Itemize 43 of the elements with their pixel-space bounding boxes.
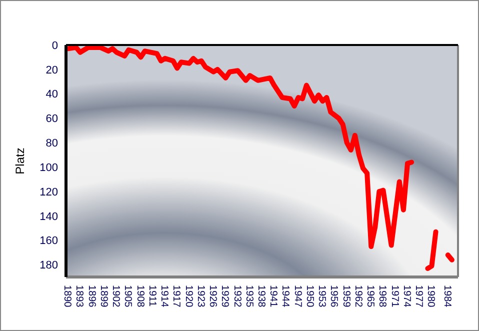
x-tick-label: 1902 xyxy=(110,285,122,308)
x-tick-label: 1920 xyxy=(182,285,194,308)
x-tick-label: 1977 xyxy=(413,285,424,308)
y-tick-label: 120 xyxy=(40,186,58,198)
y-tick-label: 160 xyxy=(40,235,58,248)
x-tick-label: 1926 xyxy=(207,285,218,308)
x-tick-label: 1950 xyxy=(304,285,315,308)
x-tick-label: 1905 xyxy=(122,285,134,308)
x-tick-label: 1923 xyxy=(194,285,206,308)
y-tick-label: 140 xyxy=(40,210,58,223)
x-tick-label: 1944 xyxy=(280,285,291,308)
x-tick-label: 1941 xyxy=(268,285,279,308)
x-tick-label: 1953 xyxy=(316,285,328,308)
y-tick-label: 60 xyxy=(46,113,58,126)
x-tick-label: 1984 xyxy=(441,285,452,308)
x-tick-label: 1968 xyxy=(376,285,388,308)
x-tick-label: 1890 xyxy=(62,285,73,308)
x-tick-label: 1914 xyxy=(158,285,170,308)
x-tick-label: 1896 xyxy=(86,285,97,308)
y-axis-title: Platz xyxy=(13,148,27,174)
x-tick-label: 1947 xyxy=(292,285,303,308)
x-tick-label: 1971 xyxy=(388,285,400,308)
x-tick-label: 1899 xyxy=(98,285,109,308)
x-tick-label: 1911 xyxy=(146,285,158,307)
y-tick-label: 80 xyxy=(46,138,58,150)
x-tick-label: 1938 xyxy=(256,285,266,308)
x-tick-label: 1917 xyxy=(170,285,182,308)
y-tick-label: 20 xyxy=(46,64,58,76)
x-tick-label: 1959 xyxy=(340,285,352,308)
x-tick-label: 1929 xyxy=(219,285,230,308)
x-tick-label: 1962 xyxy=(352,285,364,308)
x-tick-label: 1974 xyxy=(400,285,412,308)
y-tick-label: 0 xyxy=(52,40,58,52)
x-tick-label: 1956 xyxy=(328,285,340,308)
x-tick-label: 1932 xyxy=(231,285,242,308)
y-tick-label: 180 xyxy=(40,260,58,272)
x-tick-label: 1893 xyxy=(74,285,85,308)
x-tick-label: 1980 xyxy=(425,285,436,308)
x-tick-label: 1935 xyxy=(243,285,254,308)
y-tick-label: 40 xyxy=(46,88,58,101)
y-tick-label: 100 xyxy=(40,162,58,174)
x-tick-label: 1908 xyxy=(134,285,146,308)
x-tick-label: 1965 xyxy=(364,285,376,308)
